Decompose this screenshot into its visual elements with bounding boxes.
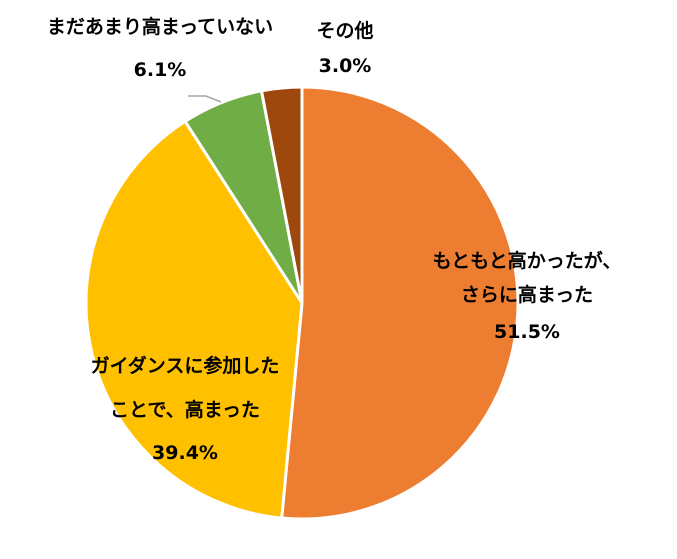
- pie-slice-4: [260, 85, 304, 305]
- slice-1-value-label: 51.5%: [494, 321, 560, 343]
- slice-1-category-label: もともと高かったが、: [433, 249, 622, 272]
- slice-4-value-label: 3.0%: [319, 55, 372, 77]
- leader-line: [188, 95, 222, 103]
- pie-slice-1: [280, 85, 520, 521]
- slice-3-category-label: まだあまり高まっていない: [47, 15, 273, 38]
- slice-1-category-label: さらに高まった: [461, 283, 593, 306]
- slice-4-category-label: その他: [316, 19, 373, 42]
- slice-3-value-label: 6.1%: [134, 59, 187, 81]
- slice-2-category-label: ことで、高まった: [110, 398, 260, 421]
- slice-2-category-label: ガイダンスに参加した: [91, 354, 280, 377]
- slice-2-value-label: 39.4%: [152, 442, 218, 464]
